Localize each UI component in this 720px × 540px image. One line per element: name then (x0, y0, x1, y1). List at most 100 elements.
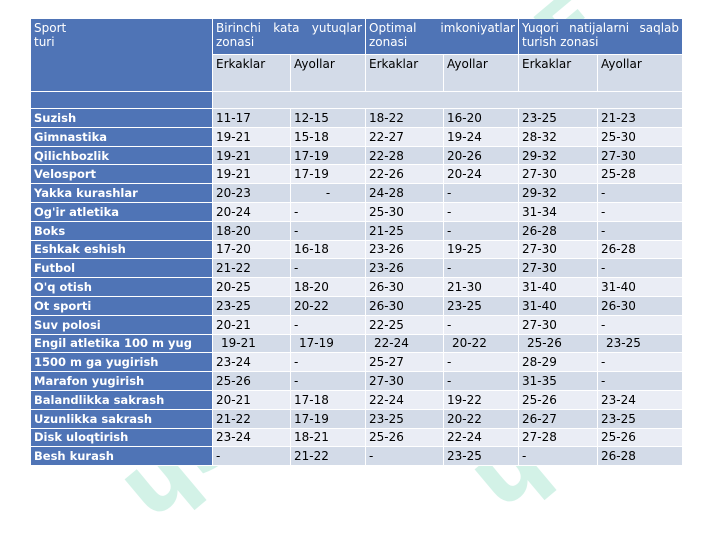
table-cell: 23-25 (444, 447, 519, 467)
table-cell: 18-22 (366, 109, 444, 128)
table-cell: 19-21 (213, 146, 291, 166)
table-cell: 23-25 (444, 296, 519, 316)
header-group-label: Yuqori natijalarni saqlab turish zonasi (522, 21, 679, 49)
table-cell: 21-22 (291, 447, 366, 467)
table-cell: 26-30 (366, 296, 444, 316)
table-cell: 16-18 (291, 240, 366, 260)
header-sub-women: Ayollar (598, 55, 683, 92)
table-cell: 31-34 (519, 202, 598, 222)
table-cell: 31-40 (519, 278, 598, 297)
table-cell: 22-28 (366, 146, 444, 166)
table-cell: - (213, 447, 291, 467)
table-cell: 25-26 (519, 334, 598, 354)
table-row-sport-name: Ot sporti (31, 296, 213, 316)
header-group-label: Optimal imkoniyatlar zonasi (369, 21, 515, 49)
table-cell: 25-26 (366, 428, 444, 448)
table-cell: 28-32 (519, 127, 598, 147)
table-cell: 17-19 (291, 409, 366, 429)
table-cell: 22-25 (366, 315, 444, 335)
table-cell: - (598, 221, 683, 241)
table-cell: - (444, 353, 519, 373)
table-cell: 27-30 (366, 372, 444, 391)
table-row-sport-name: Boks (31, 221, 213, 241)
table-cell: 26-30 (598, 296, 683, 316)
table-cell: 24-28 (366, 184, 444, 203)
table-cell: 31-35 (519, 372, 598, 391)
table-cell: 20-24 (213, 202, 291, 222)
table-row-sport-name: Uzunlikka sakrash (31, 409, 213, 429)
table-cell: 17-19 (291, 165, 366, 185)
table-cell: 19-25 (444, 240, 519, 260)
table-cell: 26-28 (598, 447, 683, 467)
table-cell: 22-24 (366, 334, 444, 354)
table-row-sport-name: Velosport (31, 165, 213, 185)
table-cell: 22-24 (444, 428, 519, 448)
table-cell: 27-30 (519, 240, 598, 260)
table-cell: 17-19 (291, 146, 366, 166)
table-row-sport-name: O'q otish (31, 278, 213, 297)
table-cell: - (291, 259, 366, 279)
header-group-label: Birinchi kata yutuqlar zonasi (216, 21, 362, 49)
table-cell: 25-26 (598, 428, 683, 448)
table-cell: 20-21 (213, 390, 291, 410)
table-cell: - (598, 315, 683, 335)
table-cell: 18-20 (291, 278, 366, 297)
table-cell: - (291, 202, 366, 222)
table-cell: 25-28 (598, 165, 683, 185)
table-cell: 21-22 (213, 259, 291, 279)
table-cell: 21-30 (444, 278, 519, 297)
table-row-sport-name: Eshkak eshish (31, 240, 213, 260)
header-sub-men: Erkaklar (366, 55, 444, 92)
table-cell: 31-40 (598, 278, 683, 297)
table-cell: - (598, 202, 683, 222)
table-row-sport-name: Yakka kurashlar (31, 184, 213, 203)
table-cell: 23-24 (598, 390, 683, 410)
table-cell: - (519, 447, 598, 467)
table-cell: 22-27 (366, 127, 444, 147)
header-group-first-achievements: Birinchi kata yutuqlar zonasi (213, 19, 366, 55)
table-cell: - (598, 372, 683, 391)
table-cell: 23-25 (366, 409, 444, 429)
table-row-sport-name: 1500 m ga yugirish (31, 353, 213, 373)
table-cell: 22-24 (366, 390, 444, 410)
header-sport-type-label: Sport turi (34, 21, 67, 49)
table-cell: 12-15 (291, 109, 366, 128)
table-cell: - (444, 184, 519, 203)
header-sub-women: Ayollar (444, 55, 519, 92)
header-sub-men: Erkaklar (519, 55, 598, 92)
table-cell: - (598, 353, 683, 373)
table-row-sport-name: Futbol (31, 259, 213, 279)
table-cell: 19-21 (213, 165, 291, 185)
header-sub-men: Erkaklar (213, 55, 291, 92)
table-cell: 25-27 (366, 353, 444, 373)
table-cell: 15-18 (291, 127, 366, 147)
table-cell: 31-40 (519, 296, 598, 316)
table-cell: - (444, 315, 519, 335)
table-cell: - (444, 221, 519, 241)
table-cell: - (444, 372, 519, 391)
table-cell: 23-24 (213, 353, 291, 373)
table-cell: 19-21 (213, 127, 291, 147)
table-cell: 26-28 (598, 240, 683, 260)
table-cell: 17-19 (291, 334, 366, 354)
table-cell: 23-26 (366, 240, 444, 260)
table-cell: 26-27 (519, 409, 598, 429)
table-row-sport-name: Marafon yugirish (31, 372, 213, 391)
table-cell: 19-24 (444, 127, 519, 147)
header-spacer (213, 92, 683, 109)
table-cell: 22-26 (366, 165, 444, 185)
table-row-sport-name: Suv polosi (31, 315, 213, 335)
age-zones-table: Sport turi Birinchi kata yutuqlar zonasi… (31, 19, 683, 485)
table-cell: 21-25 (366, 221, 444, 241)
table-cell: 23-24 (213, 428, 291, 448)
table-cell: 23-25 (213, 296, 291, 316)
table-cell: 20-24 (444, 165, 519, 185)
table-row-sport-name: Suzish (31, 109, 213, 128)
table-cell: 23-25 (519, 109, 598, 128)
table-cell: 23-26 (366, 259, 444, 279)
table-cell: 20-22 (291, 296, 366, 316)
table-cell: 27-30 (598, 146, 683, 166)
table-cell: 20-25 (213, 278, 291, 297)
table-row-sport-name: Og'ir atletika (31, 202, 213, 222)
table-cell: 21-22 (213, 409, 291, 429)
